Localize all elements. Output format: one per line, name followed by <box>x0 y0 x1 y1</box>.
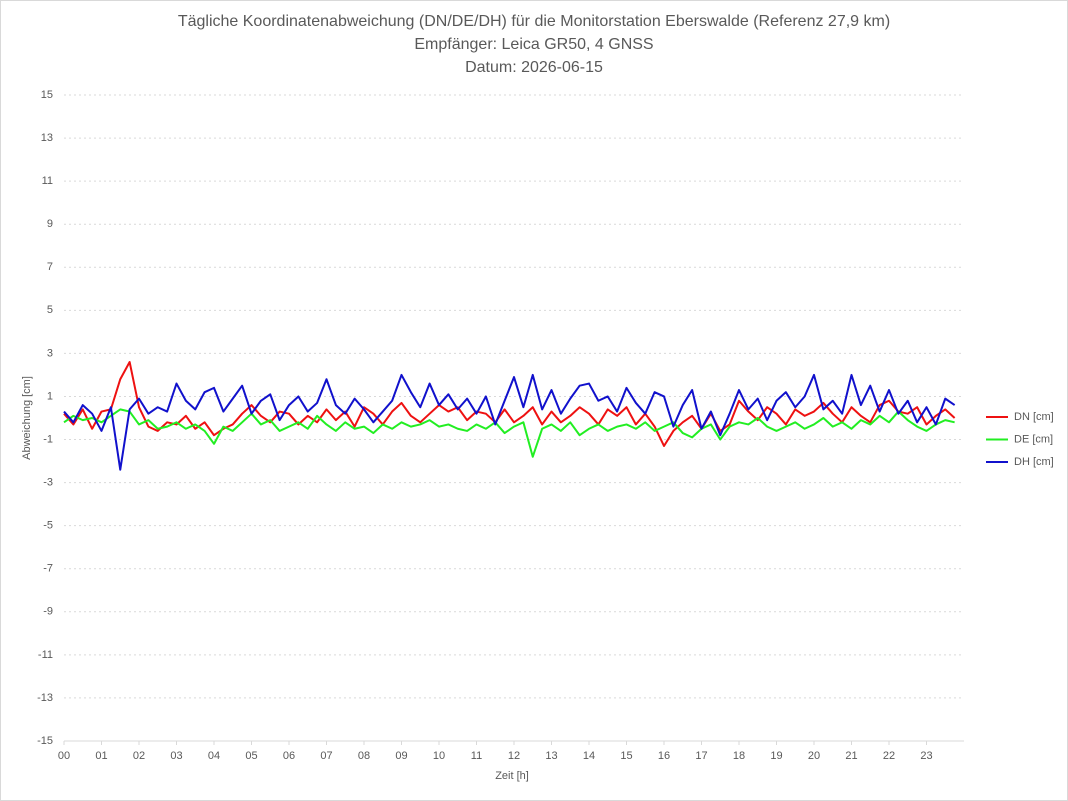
x-tick-label: 09 <box>395 750 407 762</box>
x-tick-label: 06 <box>283 750 295 762</box>
x-tick-label: 17 <box>695 750 707 762</box>
data-line <box>63 408 955 458</box>
y-tick-label: 3 <box>47 347 53 359</box>
y-tick-label: -9 <box>43 606 53 618</box>
x-tick-label: 14 <box>583 750 595 762</box>
x-tick-label: 18 <box>733 750 745 762</box>
x-tick-label: 03 <box>170 750 182 762</box>
x-tick-label: 07 <box>320 750 332 762</box>
chart-title: Tägliche Koordinatenabweichung (DN/DE/DH… <box>178 13 890 30</box>
y-tick-label: 11 <box>42 175 53 187</box>
legend-label: DN [cm] <box>1014 411 1054 423</box>
x-tick-label: 10 <box>433 750 445 762</box>
x-tick-label: 00 <box>58 750 70 762</box>
x-tick-label: 05 <box>245 750 257 762</box>
y-tick-label: -15 <box>37 735 53 747</box>
y-tick-label: 5 <box>47 304 53 316</box>
x-tick-label: 21 <box>845 750 857 762</box>
y-tick-label: 15 <box>41 89 53 101</box>
legend-label: DH [cm] <box>1014 456 1054 468</box>
y-tick-label: -11 <box>38 649 53 661</box>
x-tick-label: 02 <box>133 750 145 762</box>
x-tick-label: 11 <box>471 750 482 762</box>
chart-subtitle: Empfänger: Leica GR50, 4 GNSS <box>414 36 653 53</box>
y-tick-label: -7 <box>43 563 53 575</box>
x-tick-label: 04 <box>208 750 220 762</box>
data-line <box>63 361 956 447</box>
x-tick-label: 20 <box>808 750 820 762</box>
chart-subtitle: Datum: 2026-06-15 <box>465 59 603 76</box>
x-tick-label: 16 <box>658 750 670 762</box>
y-tick-label: 1 <box>47 390 53 402</box>
x-tick-label: 01 <box>95 750 107 762</box>
x-tick-label: 15 <box>620 750 632 762</box>
legend-label: DE [cm] <box>1014 433 1053 445</box>
y-tick-label: -1 <box>43 433 53 445</box>
y-tick-label: 9 <box>47 218 53 230</box>
x-tick-label: 22 <box>883 750 895 762</box>
x-axis-label: Zeit [h] <box>495 770 529 782</box>
y-tick-label: 13 <box>41 132 53 144</box>
y-tick-label: -5 <box>43 520 53 532</box>
x-tick-label: 19 <box>770 750 782 762</box>
x-tick-label: 12 <box>508 750 520 762</box>
x-tick-label: 23 <box>920 750 932 762</box>
y-tick-label: -3 <box>43 477 53 489</box>
y-axis-label: Abweichung [cm] <box>21 376 33 460</box>
y-tick-label: -13 <box>37 692 53 704</box>
x-tick-label: 08 <box>358 750 370 762</box>
data-line <box>63 373 956 471</box>
y-tick-label: 7 <box>47 261 53 273</box>
x-tick-label: 13 <box>545 750 557 762</box>
